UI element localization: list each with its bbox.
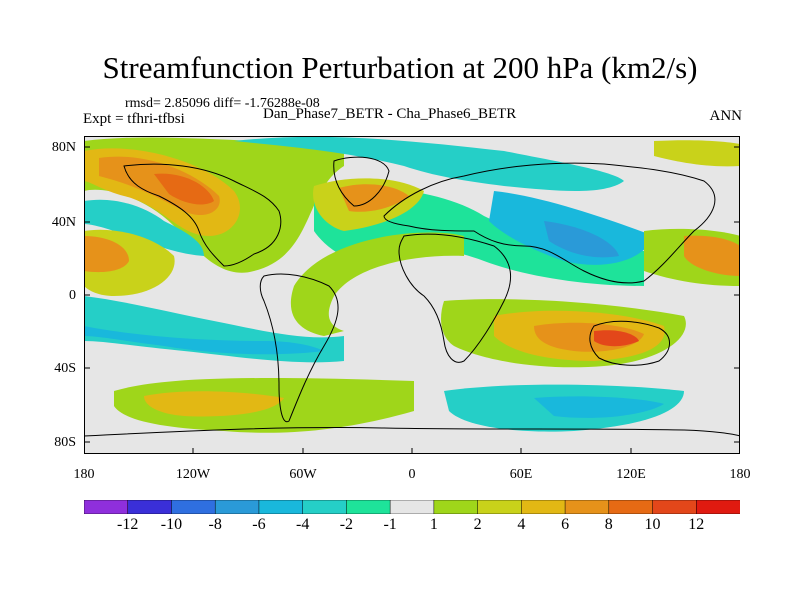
- colorbar-swatch: [346, 500, 391, 514]
- colorbar-swatch: [652, 500, 698, 514]
- colorbar-label: -8: [208, 516, 222, 533]
- colorbar-swatch: [696, 500, 740, 514]
- colorbar-swatch: [214, 500, 260, 514]
- south-america-outline: [259, 273, 339, 423]
- colorbar-swatch: [521, 500, 566, 514]
- contour-tropical-pacific-peak: [84, 236, 129, 273]
- africa-outline: [398, 233, 512, 363]
- lon-label-0: 0: [408, 467, 416, 482]
- season-label: ANN: [709, 108, 743, 124]
- colorbar-swatch: [171, 500, 216, 514]
- colorbar-swatch: [389, 500, 435, 514]
- contour-nh-west-peak: [154, 173, 214, 205]
- colorbar: [84, 500, 740, 514]
- australia-outline: [589, 320, 670, 366]
- lat-label-40s: 40S: [54, 361, 76, 376]
- colorbar-label: -4: [295, 516, 310, 533]
- contour-sh-pacific-core: [84, 326, 324, 355]
- colorbar-label: -6: [252, 516, 266, 533]
- map-title: Streamfunction Perturbation at 200 hPa (…: [102, 50, 698, 85]
- contour-arctic-negative: [234, 136, 624, 191]
- antarctica-outline: [84, 427, 740, 437]
- lon-label-120e: 120E: [616, 467, 646, 482]
- colorbar-label: -10: [160, 516, 183, 533]
- lat-label-40n: 40N: [51, 215, 76, 230]
- contour-nh-pacific-negative: [84, 199, 204, 256]
- colorbar-label: 4: [517, 516, 526, 533]
- lon-label-60w: 60W: [289, 467, 317, 482]
- contour-southern-ocean-moderate: [144, 391, 284, 417]
- north-america-outline: [123, 163, 282, 267]
- colorbar-label: 6: [561, 516, 570, 533]
- lon-label-120w: 120W: [175, 467, 211, 482]
- colorbar-label: 12: [688, 516, 705, 533]
- contour-atlantic-peak: [339, 184, 409, 212]
- streamfunction-map: [84, 136, 740, 454]
- colorbar-swatch: [258, 500, 304, 514]
- greenland-outline: [333, 156, 390, 207]
- colorbar-label: 10: [644, 516, 661, 533]
- rmsd-stats: rmsd= 2.85096 diff= -1.76288e-08: [125, 96, 320, 111]
- colorbar-label: -2: [339, 516, 354, 533]
- lat-label-80s: 80S: [54, 435, 76, 450]
- colorbar-swatch: [127, 500, 173, 514]
- colorbar-label: -1: [383, 516, 397, 533]
- experiment-label: Expt = tfhri-tfbsi: [83, 111, 185, 127]
- contour-fields: [84, 136, 740, 433]
- colorbar-swatch: [433, 500, 479, 514]
- colorbar-swatch: [84, 500, 129, 514]
- contour-asia-negative-core: [544, 221, 619, 258]
- contour-southern-indian-core: [534, 396, 664, 418]
- colorbar-swatch: [477, 500, 523, 514]
- contour-tropical-atlantic-ring: [290, 232, 464, 336]
- lat-label-80n: 80N: [51, 140, 76, 155]
- comparison-subtitle: Dan_Phase7_BETR - Cha_Phase6_BETR: [263, 106, 517, 122]
- colorbar-swatch: [608, 500, 654, 514]
- colorbar-swatch: [302, 500, 348, 514]
- lon-label-180-west: 180: [73, 467, 95, 482]
- contour-east-pacific-peak: [684, 235, 740, 276]
- contour-arctic-positive: [654, 140, 740, 167]
- lon-label-60e: 60E: [509, 467, 533, 482]
- lat-label-equator: 0: [69, 288, 76, 303]
- colorbar-label: -12: [117, 516, 139, 533]
- colorbar-swatch: [564, 500, 610, 514]
- continent-outlines: [84, 156, 740, 437]
- colorbar-label: 1: [429, 516, 438, 533]
- contour-indian-ocean-peak: [594, 330, 639, 347]
- lon-label-180-east: 180: [729, 467, 751, 482]
- colorbar-label: 8: [604, 516, 613, 533]
- map-ticks: [84, 146, 740, 454]
- eurasia-outline: [383, 162, 716, 284]
- colorbar-label: 2: [473, 516, 482, 533]
